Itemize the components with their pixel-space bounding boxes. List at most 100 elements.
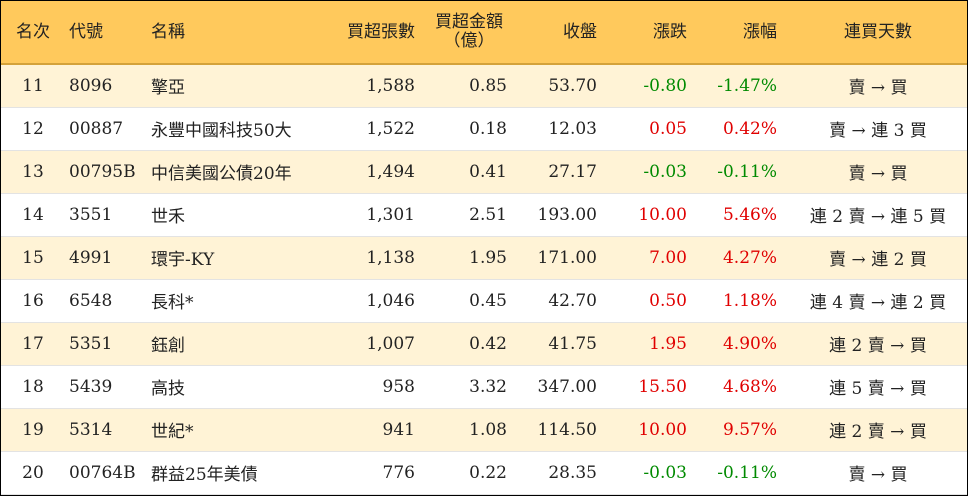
net-buy-amount-cell: 3.32	[469, 376, 507, 397]
column-header-rank[interactable]: 名次	[1, 1, 65, 65]
change-cell: 15.50	[638, 376, 687, 397]
name-cell[interactable]: 永豐中國科技50大	[151, 121, 292, 141]
net-buy-lots-cell: 1,522	[366, 118, 415, 139]
code-cell[interactable]: 5351	[69, 333, 113, 354]
code-cell[interactable]: 5314	[69, 419, 113, 440]
change-cell: -0.03	[643, 462, 687, 483]
table-row[interactable]: 20 00764B 群益25年美債 776 0.22 28.35 -0.03 -0.11% 賣 …	[1, 451, 967, 494]
net-buy-lots-cell: 1,494	[366, 161, 415, 182]
table-row[interactable]: 17 5351 鈺創 1,007 0.42 41.75 1.95 4.90% 連 2 賣 → 買	[1, 322, 967, 365]
column-header-streak[interactable]: 連買天數	[789, 1, 967, 65]
code-cell[interactable]: 00887	[69, 118, 124, 139]
rank-cell: 11	[22, 75, 44, 96]
table-row[interactable]: 12 00887 永豐中國科技50大 1,522 0.18 12.03 0.05 0.42% 賣…	[1, 107, 967, 150]
column-header-change-pct[interactable]: 漲幅	[699, 1, 789, 65]
net-buy-amount-cell: 2.51	[469, 204, 507, 225]
rank-cell: 16	[22, 290, 44, 311]
table-row[interactable]: 16 6548 長科* 1,046 0.45 42.70 0.50 1.18% 連 4 賣 → …	[1, 279, 967, 322]
name-cell[interactable]: 世禾	[151, 207, 185, 227]
change-pct-cell: 0.42%	[722, 118, 777, 139]
table-row[interactable]: 14 3551 世禾 1,301 2.51 193.00 10.00 5.46% 連 2 賣 →…	[1, 193, 967, 236]
code-cell[interactable]: 00764B	[69, 462, 136, 483]
streak-cell: 連 2 賣 → 買	[829, 336, 927, 356]
code-cell[interactable]: 4991	[69, 247, 113, 268]
change-cell: 10.00	[638, 419, 687, 440]
net-buy-amount-cell: 0.45	[469, 290, 507, 311]
streak-cell: 賣 → 買	[848, 78, 908, 99]
streak-cell: 連 2 賣 → 連 5 買	[809, 207, 947, 227]
rank-cell: 15	[22, 247, 44, 268]
rank-cell: 20	[22, 462, 44, 483]
close-cell: 28.35	[548, 462, 597, 483]
column-header-change[interactable]: 漲跌	[609, 1, 699, 65]
name-cell[interactable]: 環宇-KY	[151, 250, 215, 270]
change-pct-cell: -0.11%	[717, 462, 777, 483]
column-header-name[interactable]: 名稱	[147, 1, 318, 65]
change-cell: -0.80	[643, 75, 687, 96]
header-row: 名次 代號 名稱 買超張數 買超金額 （億） 收盤 漲跌 漲幅 連買天數	[1, 1, 967, 65]
column-header-close[interactable]: 收盤	[519, 1, 609, 65]
streak-cell: 連 2 賣 → 買	[829, 422, 927, 442]
code-cell[interactable]: 8096	[69, 75, 113, 96]
table-row[interactable]: 11 8096 擎亞 1,588 0.85 53.70 -0.80 -1.47% 賣 → 買	[1, 64, 967, 107]
close-cell: 193.00	[537, 204, 597, 225]
close-cell: 42.70	[548, 290, 597, 311]
change-cell: 0.50	[649, 290, 687, 311]
code-cell[interactable]: 5439	[69, 376, 113, 397]
name-cell[interactable]: 世紀*	[151, 422, 194, 442]
change-pct-cell: 4.90%	[722, 333, 777, 354]
streak-cell: 賣 → 連 2 買	[829, 250, 927, 270]
name-cell[interactable]: 群益25年美債	[151, 465, 258, 485]
net-buy-lots-cell: 958	[382, 376, 415, 397]
net-buy-lots-cell: 1,007	[366, 333, 415, 354]
name-cell[interactable]: 高技	[151, 379, 185, 399]
rank-cell: 12	[22, 118, 44, 139]
net-buy-amount-cell: 1.08	[469, 419, 507, 440]
change-cell: 7.00	[649, 247, 687, 268]
net-buy-amount-unit: （億）	[443, 31, 495, 51]
change-pct-cell: 5.46%	[722, 204, 777, 225]
rank-cell: 13	[22, 161, 44, 182]
net-buy-lots-cell: 1,588	[366, 75, 415, 96]
table-body: 11 8096 擎亞 1,588 0.85 53.70 -0.80 -1.47% 賣 → 買 12…	[1, 64, 967, 494]
close-cell: 347.00	[537, 376, 597, 397]
net-buy-lots-cell: 1,046	[366, 290, 415, 311]
streak-cell: 賣 → 買	[848, 164, 908, 184]
streak-cell: 連 5 賣 → 買	[829, 379, 927, 399]
net-buy-amount-cell: 0.22	[469, 462, 507, 483]
rank-cell: 17	[22, 333, 44, 354]
table-row[interactable]: 15 4991 環宇-KY 1,138 1.95 171.00 7.00 4.27% 賣 → 連…	[1, 236, 967, 279]
name-cell[interactable]: 擎亞	[151, 78, 185, 99]
column-header-net-buy-lots[interactable]: 買超張數	[318, 1, 419, 65]
close-cell: 12.03	[548, 118, 597, 139]
streak-cell: 賣 → 買	[848, 465, 908, 485]
change-pct-cell: 1.18%	[722, 290, 777, 311]
rank-cell: 19	[22, 419, 44, 440]
change-cell: 10.00	[638, 204, 687, 225]
code-cell[interactable]: 6548	[69, 290, 113, 311]
name-cell[interactable]: 鈺創	[151, 336, 185, 356]
column-header-net-buy-amount[interactable]: 買超金額 （億）	[419, 1, 519, 65]
name-cell[interactable]: 長科*	[151, 293, 194, 313]
name-cell[interactable]: 中信美國公債20年	[151, 164, 292, 184]
close-cell: 114.50	[537, 419, 597, 440]
change-cell: 1.95	[649, 333, 687, 354]
table-row[interactable]: 13 00795B 中信美國公債20年 1,494 0.41 27.17 -0.03 -0.1…	[1, 150, 967, 193]
net-buy-amount-cell: 0.85	[469, 75, 507, 96]
code-cell[interactable]: 00795B	[69, 161, 136, 182]
change-pct-cell: 4.27%	[722, 247, 777, 268]
table-row[interactable]: 18 5439 高技 958 3.32 347.00 15.50 4.68% 連 5 賣 → 買	[1, 365, 967, 408]
net-buy-amount-cell: 1.95	[469, 247, 507, 268]
code-cell[interactable]: 3551	[69, 204, 113, 225]
change-pct-cell: 9.57%	[722, 419, 777, 440]
table-row[interactable]: 19 5314 世紀* 941 1.08 114.50 10.00 9.57% 連 2 賣 → …	[1, 408, 967, 451]
rank-cell: 14	[22, 204, 44, 225]
change-cell: 0.05	[649, 118, 687, 139]
column-header-code[interactable]: 代號	[65, 1, 147, 65]
close-cell: 27.17	[548, 161, 597, 182]
rank-cell: 18	[22, 376, 44, 397]
net-buy-lots-cell: 776	[382, 462, 415, 483]
net-buy-amount-cell: 0.41	[469, 161, 507, 182]
